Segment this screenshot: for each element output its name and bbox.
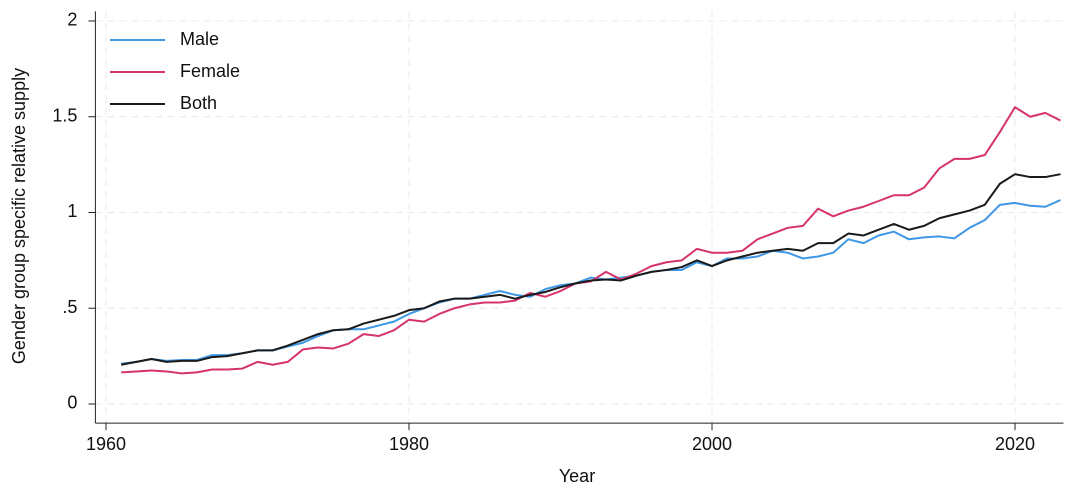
legend-label: Male [180,29,219,49]
x-tick-label: 2000 [692,434,732,454]
x-axis-label: Year [559,466,595,486]
y-tick-label: .5 [62,297,77,317]
line-series [121,106,1061,375]
y-axis-label: Gender group specific relative supply [9,68,29,364]
legend-label: Both [180,93,217,113]
legend-label: Female [180,61,240,81]
x-tick-label: 1980 [389,434,429,454]
line-series [120,173,1061,366]
y-tick-label: 0 [67,393,77,413]
x-tick-label: 1960 [86,434,126,454]
y-tick-label: 2 [67,10,77,30]
x-tick-label: 2020 [995,434,1035,454]
y-tick-label: 1 [67,201,77,221]
y-tick-label: 1.5 [52,105,77,125]
